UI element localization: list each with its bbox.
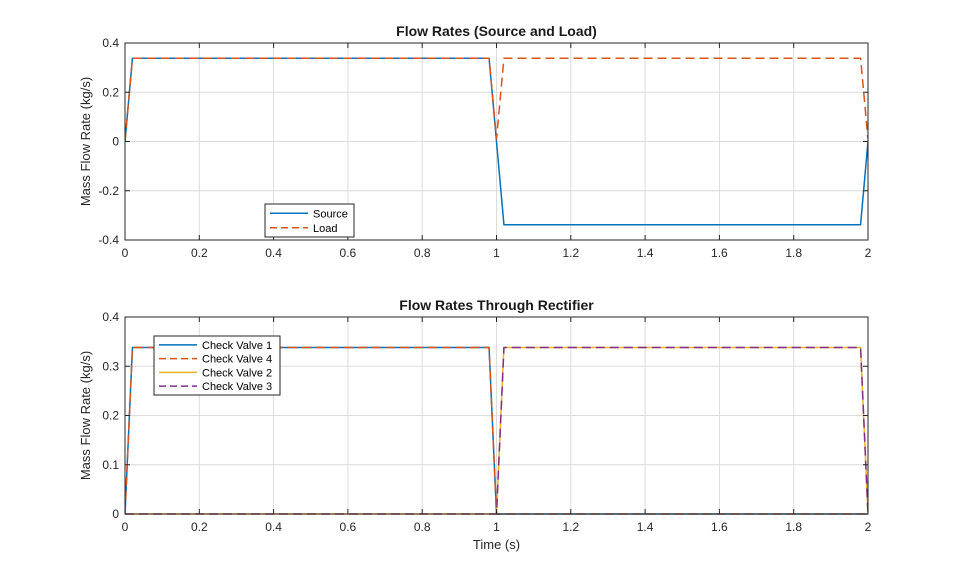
y-tick-label: 0.2 xyxy=(102,409,119,423)
chart-title: Flow Rates (Source and Load) xyxy=(396,23,597,39)
x-tick-label: 1.2 xyxy=(562,520,579,534)
x-tick-label: 0 xyxy=(122,520,129,534)
x-tick-label: 0.6 xyxy=(340,246,357,260)
y-tick-label: -0.4 xyxy=(98,233,119,247)
y-tick-label: 0.2 xyxy=(102,85,119,99)
x-tick-label: 0.8 xyxy=(414,520,431,534)
legend-entry-label: Check Valve 4 xyxy=(202,354,272,366)
y-tick-label: 0.4 xyxy=(102,310,119,324)
legend: Source Load xyxy=(264,203,355,238)
y-tick-label: 0 xyxy=(112,135,119,149)
x-tick-label: 1 xyxy=(493,520,500,534)
legend-entry-label: Load xyxy=(313,223,337,235)
legend-entry-label: Check Valve 3 xyxy=(202,381,272,393)
x-tick-label: 1.4 xyxy=(637,246,654,260)
x-tick-label: 0.4 xyxy=(265,520,282,534)
x-tick-label: 1 xyxy=(493,246,500,260)
y-tick-label: 0.3 xyxy=(102,359,119,373)
series-line-check-valve-3 xyxy=(125,346,868,515)
chart-title: Flow Rates Through Rectifier xyxy=(399,297,594,313)
x-tick-label: 0.6 xyxy=(340,520,357,534)
y-tick-label: -0.2 xyxy=(98,184,119,198)
x-tick-label: 1.6 xyxy=(711,246,728,260)
x-tick-label: 1.8 xyxy=(785,246,802,260)
x-tick-label: 1.6 xyxy=(711,520,728,534)
x-tick-label: 1.8 xyxy=(785,520,802,534)
x-tick-label: 1.4 xyxy=(637,520,654,534)
y-axis-label: Mass Flow Rate (kg/s) xyxy=(78,77,93,206)
legend-box xyxy=(153,335,281,396)
x-tick-label: 0.8 xyxy=(414,246,431,260)
legend-entry-label: Check Valve 1 xyxy=(202,340,272,352)
x-axis-label: Time (s) xyxy=(473,537,520,552)
chart-panel-2: 0 0.2 0.4 0.6 0.8 1 1.2 1.4 1.6 1.8 2 0 0.1 0.2 0.3 0.4… xyxy=(78,297,872,552)
legend-entry-label: Check Valve 2 xyxy=(202,367,272,379)
legend-entry-label: Source xyxy=(313,208,348,220)
x-tick-label: 0 xyxy=(122,246,129,260)
x-tick-label: 2 xyxy=(865,246,872,260)
x-tick-label: 0.2 xyxy=(191,520,208,534)
legend-box xyxy=(264,203,355,238)
series-line-source xyxy=(125,57,868,226)
x-tick-label: 0.4 xyxy=(265,246,282,260)
y-tick-label: 0 xyxy=(112,507,119,521)
chart-panel-1: 0 0.2 0.4 0.6 0.8 1 1.2 1.4 1.6 1.8 2 -0.4 -0.2 0 0.2 0… xyxy=(78,23,872,260)
y-axis-label: Mass Flow Rate (kg/s) xyxy=(78,351,93,480)
x-tick-label: 1.2 xyxy=(562,246,579,260)
y-tick-label: 0.4 xyxy=(102,36,119,50)
y-tick-label: 0.1 xyxy=(102,458,119,472)
series-line-load xyxy=(125,57,868,142)
x-tick-label: 2 xyxy=(865,520,872,534)
x-tick-label: 0.2 xyxy=(191,246,208,260)
